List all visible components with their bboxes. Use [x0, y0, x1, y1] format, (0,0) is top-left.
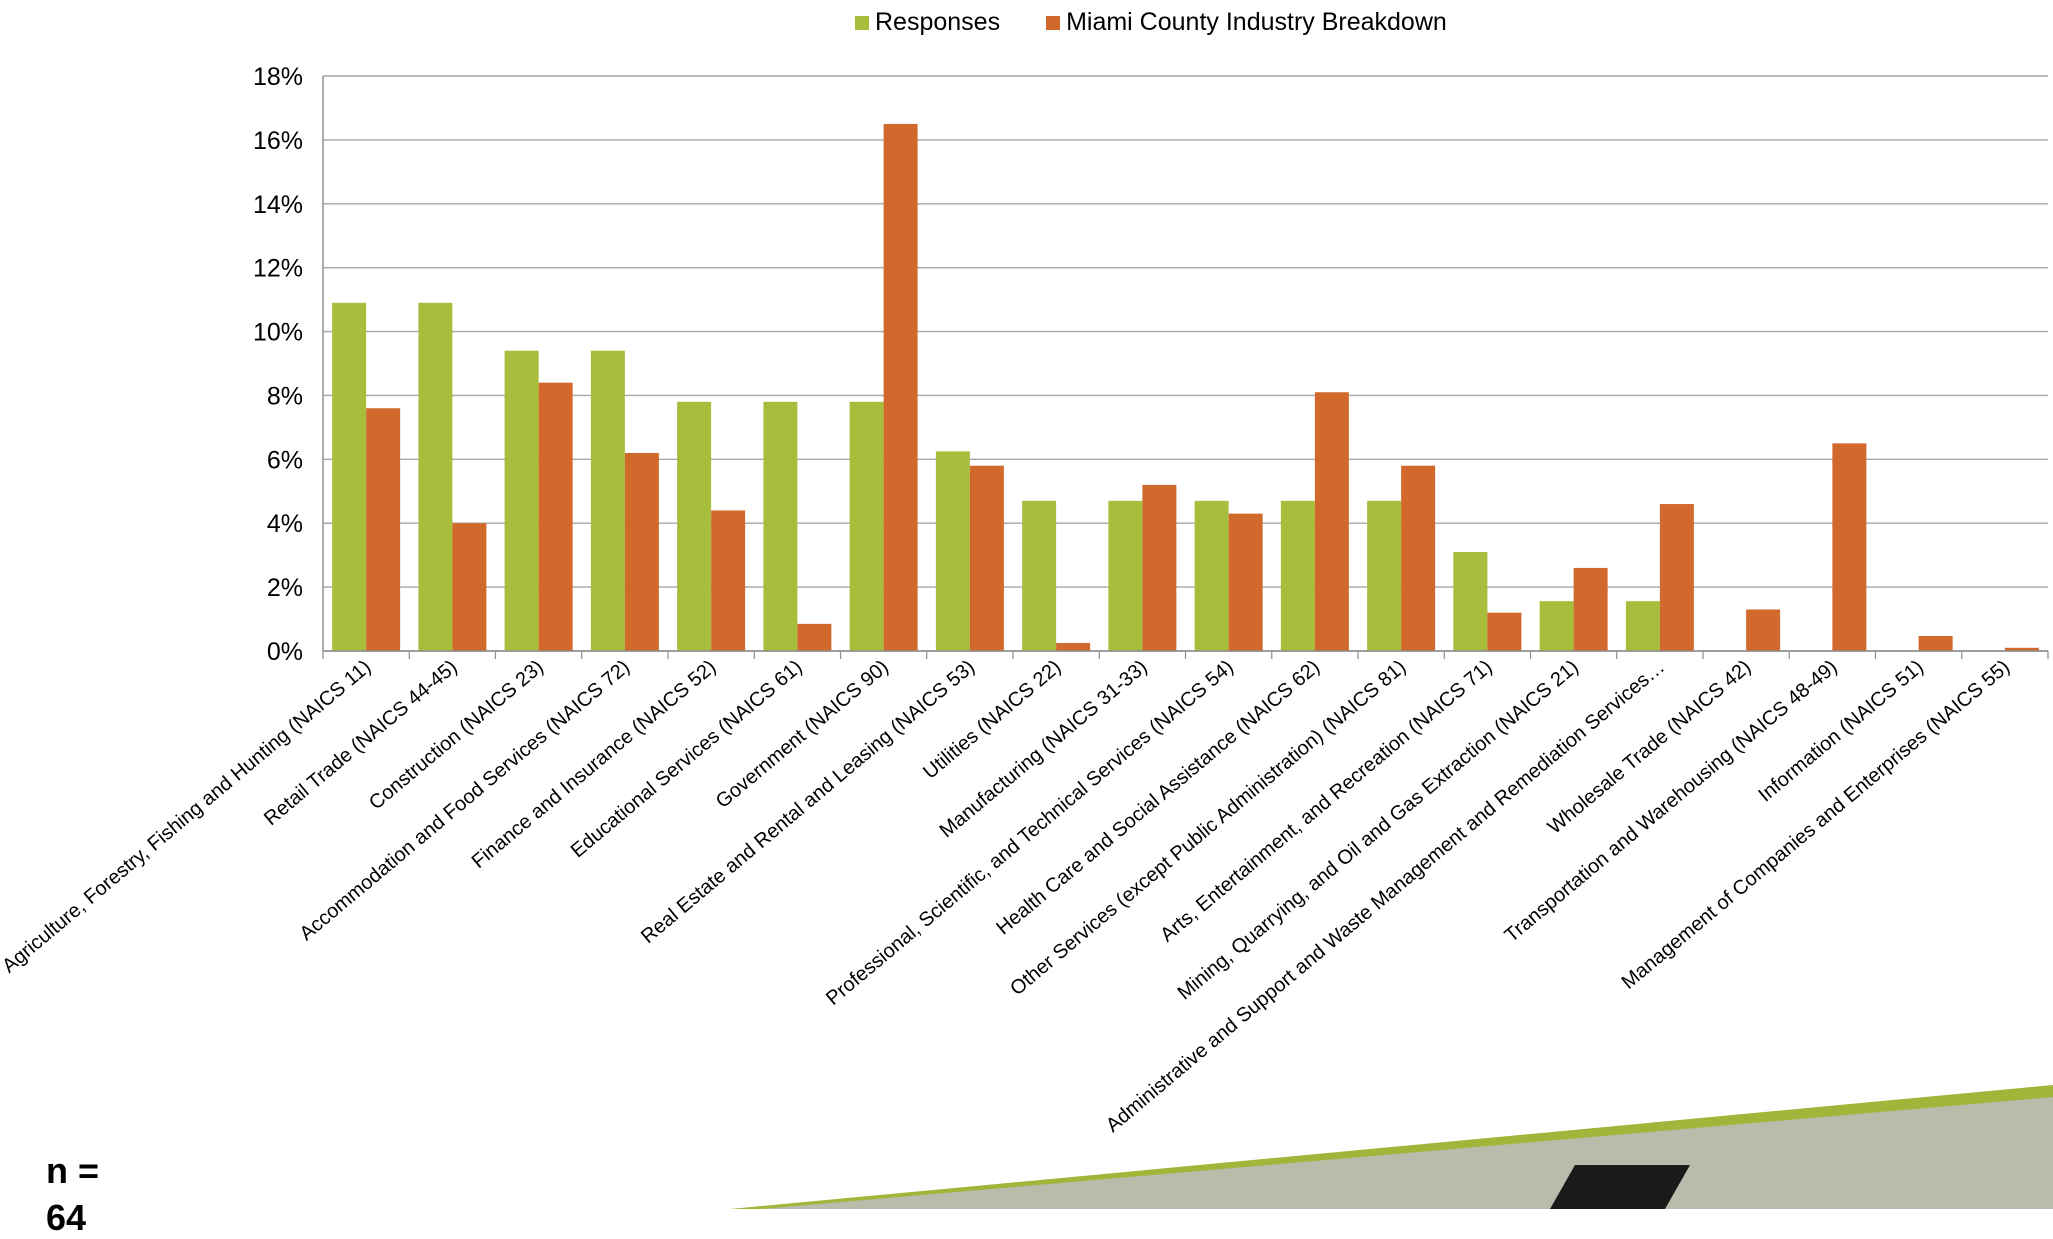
- bar-responses: [418, 302, 453, 651]
- bar-responses: [763, 401, 798, 651]
- bar-responses: [935, 451, 970, 651]
- bar-county: [1659, 504, 1694, 651]
- bar-responses: [677, 401, 712, 651]
- x-tick-label: Professional, Scientific, and Technical …: [822, 656, 1238, 1010]
- x-tick-label: Information (NAICS 51): [1754, 656, 1927, 806]
- bar-responses: [590, 350, 625, 651]
- legend-item-county: Miami County Industry Breakdown: [1046, 8, 1447, 37]
- footer-green-stripe: [730, 1085, 2053, 1209]
- axes: [322, 76, 2049, 659]
- bar-county: [1314, 392, 1349, 651]
- bar-responses: [1280, 500, 1315, 651]
- gridlines: [323, 75, 2048, 652]
- x-tick-label: Transportation and Warehousing (NAICS 48…: [1501, 656, 1842, 947]
- bar-county: [366, 408, 401, 651]
- bar-county: [1746, 609, 1781, 651]
- bar-chart: 0% 2% 4% 6% 8% 10% 12% 14% 16% 18% Agriculture, F…: [0, 63, 2053, 1209]
- bar-county: [1142, 484, 1177, 651]
- legend-label-county: Miami County Industry Breakdown: [1066, 8, 1447, 36]
- sample-size-label: n =: [46, 1150, 100, 1191]
- bar-county: [1918, 635, 1953, 651]
- bar-responses: [1367, 500, 1402, 651]
- bar-county: [883, 123, 918, 651]
- legend-swatch-county: [1046, 15, 1061, 30]
- y-tick-label: 12%: [253, 255, 303, 283]
- bar-responses: [849, 401, 884, 651]
- bar-responses: [1194, 500, 1229, 651]
- bar-county: [969, 465, 1004, 651]
- y-axis-ticks: 0% 2% 4% 6% 8% 10% 12% 14% 16% 18%: [253, 63, 303, 666]
- bar-county: [1573, 567, 1608, 651]
- bar-county: [797, 623, 832, 651]
- x-tick-label: Arts, Entertainment, and Recreation (NAI…: [1156, 656, 1496, 947]
- y-tick-label: 6%: [267, 446, 303, 474]
- x-tick-label: Health Care and Social Assistance (NAICS…: [992, 656, 1324, 939]
- x-tick-label: Accommodation and Food Services (NAICS 7…: [296, 656, 635, 945]
- y-tick-label: 16%: [253, 127, 303, 155]
- bar-responses: [1453, 551, 1488, 651]
- bar-county: [452, 523, 487, 651]
- bar-responses: [332, 302, 367, 651]
- bar-responses: [504, 350, 539, 651]
- x-tick-label: Management of Companies and Enterprises …: [1618, 656, 2015, 994]
- y-tick-label: 0%: [267, 638, 303, 666]
- y-tick-label: 2%: [267, 574, 303, 602]
- x-tick-label: Government (NAICS 90): [712, 656, 893, 813]
- y-tick-label: 4%: [267, 510, 303, 538]
- bar-responses: [1022, 500, 1057, 651]
- bar-county: [624, 452, 659, 651]
- x-tick-label: Mining, Quarrying, and Oil and Gas Extra…: [1174, 656, 1583, 1004]
- y-tick-label: 8%: [267, 382, 303, 410]
- y-tick-label: 14%: [253, 191, 303, 219]
- y-tick-label: 10%: [253, 319, 303, 347]
- sample-size-value: 64: [46, 1197, 87, 1238]
- footer-logo-mark: [1550, 1165, 1690, 1209]
- footer-decoration: [730, 1085, 2053, 1209]
- bar-responses: [1625, 601, 1660, 651]
- legend-item-responses: Responses: [855, 8, 1000, 37]
- bars: [332, 123, 2039, 651]
- bar-responses: [1108, 500, 1143, 651]
- bar-county: [1228, 513, 1263, 651]
- bar-county: [711, 510, 746, 651]
- bar-county: [2004, 647, 2039, 651]
- bar-county: [1401, 465, 1436, 651]
- chart-legend: Responses Miami County Industry Breakdow…: [855, 8, 1493, 37]
- legend-label-responses: Responses: [875, 8, 1001, 36]
- x-tick-label: Construction (NAICS 23): [365, 656, 548, 814]
- bar-county: [1832, 443, 1867, 651]
- legend-swatch-responses: [855, 15, 869, 30]
- x-tick-label: Other Services (except Public Administra…: [1006, 656, 1410, 1000]
- x-tick-label: Administrative and Support and Waste Man…: [1102, 656, 1669, 1137]
- y-tick-label: 18%: [253, 63, 303, 91]
- x-axis-ticks: Agriculture, Forestry, Fishing and Hunti…: [0, 656, 2014, 1137]
- bar-responses: [1539, 601, 1574, 651]
- bar-county: [538, 382, 573, 651]
- bar-county: [1487, 612, 1522, 651]
- bar-county: [1056, 643, 1091, 651]
